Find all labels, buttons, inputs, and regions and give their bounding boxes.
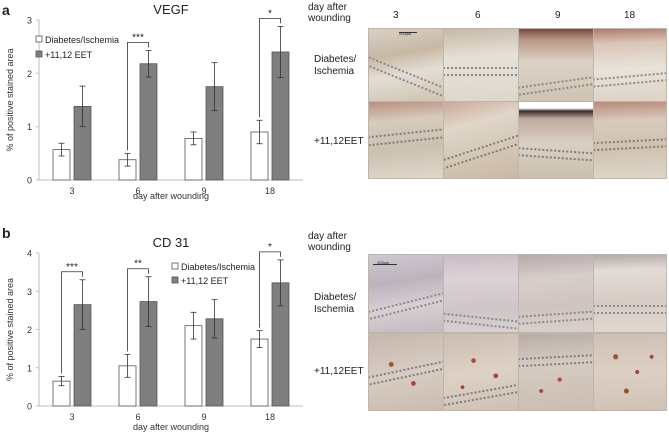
micrograph-cd31-diabetes-day18 xyxy=(593,254,667,333)
legend-swatch-diabetes-ischemia xyxy=(171,262,179,270)
significance-label: *** xyxy=(66,262,78,273)
y-tick-label: 3 xyxy=(27,16,32,26)
x-tick-label: 3 xyxy=(69,412,74,422)
y-tick-label: 0 xyxy=(27,402,32,412)
micrograph-vegf-diabetes-day18 xyxy=(593,28,667,102)
y-tick-label: 1 xyxy=(27,363,32,373)
x-tick-label: 9 xyxy=(201,412,206,422)
cd31-bar-chart: CD 31 0 1 2 3 4 % of positive stained area day … xyxy=(5,235,303,432)
micrograph-cd31-diabetes-day9 xyxy=(518,254,594,333)
micrograph-vegf-diabetes-day3: 200µm xyxy=(368,28,444,102)
panel-letter-b: b xyxy=(2,225,11,241)
scale-bar-label-a: 200µm xyxy=(399,31,412,36)
legend-label-diabetes-ischemia: Diabetes/Ischemia xyxy=(181,262,255,272)
legend-swatch-diabetes-ischemia xyxy=(35,35,43,43)
legend-swatch-eet xyxy=(171,276,179,284)
row-label-diabetes-ischemia-a: Diabetes/ Ischemia xyxy=(314,54,357,77)
y-axis-label: % of positive stained area xyxy=(5,278,15,381)
significance-label: ** xyxy=(134,259,142,270)
y-tick-label: 0 xyxy=(27,176,32,186)
significance-label: * xyxy=(268,8,272,19)
x-tick-label: 18 xyxy=(265,412,275,422)
legend-label-diabetes-ischemia: Diabetes/Ischemia xyxy=(45,35,119,45)
row-label-eet-b: +11,12EET xyxy=(314,366,364,377)
legend-label-eet: +11,12 EET xyxy=(181,276,229,286)
image-column-3-a: 3 xyxy=(393,10,399,21)
micrograph-vegf-eet-day18 xyxy=(593,101,667,179)
micrograph-cd31-eet-day9 xyxy=(518,333,594,411)
image-column-6-a: 6 xyxy=(475,10,481,21)
y-tick-label: 1 xyxy=(27,122,32,132)
x-tick-label: 6 xyxy=(135,186,140,196)
significance-label: *** xyxy=(132,32,144,43)
significance-label: * xyxy=(268,242,272,253)
micrograph-cd31-eet-day18 xyxy=(593,333,667,411)
y-axis-label: % of positive stained area xyxy=(5,48,15,151)
chart-title: CD 31 xyxy=(153,235,190,250)
micrograph-vegf-eet-day9 xyxy=(518,101,594,179)
y-tick-label: 2 xyxy=(27,325,32,335)
row-label-diabetes-ischemia-b: Diabetes/ Ischemia xyxy=(314,292,357,315)
row-label-eet-a: +11,12EET xyxy=(314,136,364,147)
x-tick-label: 6 xyxy=(135,412,140,422)
bar-eet-day-6 xyxy=(139,63,158,181)
micrograph-cd31-eet-day3 xyxy=(368,333,444,411)
significance-bracket xyxy=(127,42,149,151)
bar-diabetes-ischemia-day-18 xyxy=(250,338,269,407)
significance-bracket xyxy=(259,18,281,118)
micrograph-cd31-eet-day6 xyxy=(443,333,519,411)
micrograph-cd31-diabetes-day3: 200µm xyxy=(368,254,444,333)
chart-title: VEGF xyxy=(153,2,188,17)
day-after-wounding-header-b: day after wounding xyxy=(308,231,351,253)
y-tick-label: 3 xyxy=(27,287,32,297)
y-tick-label: 4 xyxy=(27,249,32,259)
y-tick-label: 2 xyxy=(27,69,32,79)
x-tick-label: 3 xyxy=(69,186,74,196)
micrograph-vegf-eet-day3 xyxy=(368,101,444,179)
significance-bracket xyxy=(61,271,83,374)
significance-bracket xyxy=(259,251,281,328)
x-axis-label: day after wounding xyxy=(133,191,209,201)
x-tick-label: 9 xyxy=(201,186,206,196)
x-tick-label: 18 xyxy=(265,186,275,196)
day-after-wounding-header-a: day after wounding xyxy=(308,2,351,24)
scale-bar-label-b: 200µm xyxy=(377,260,390,265)
significance-bracket xyxy=(127,268,149,352)
vegf-bar-chart: VEGF 0 1 2 3 % of positive stained area day af… xyxy=(5,2,303,201)
image-column-9-a: 9 xyxy=(555,10,561,21)
x-axis-label: day after wounding xyxy=(133,422,209,432)
micrograph-vegf-diabetes-day6 xyxy=(443,28,519,102)
micrograph-vegf-eet-day6 xyxy=(443,101,519,179)
panel-letter-a: a xyxy=(2,2,10,18)
image-column-18-a: 18 xyxy=(624,10,636,21)
legend-swatch-eet xyxy=(35,50,43,58)
micrograph-cd31-diabetes-day6 xyxy=(443,254,519,333)
legend-label-eet: +11,12 EET xyxy=(45,50,93,60)
micrograph-vegf-diabetes-day9 xyxy=(518,28,594,102)
